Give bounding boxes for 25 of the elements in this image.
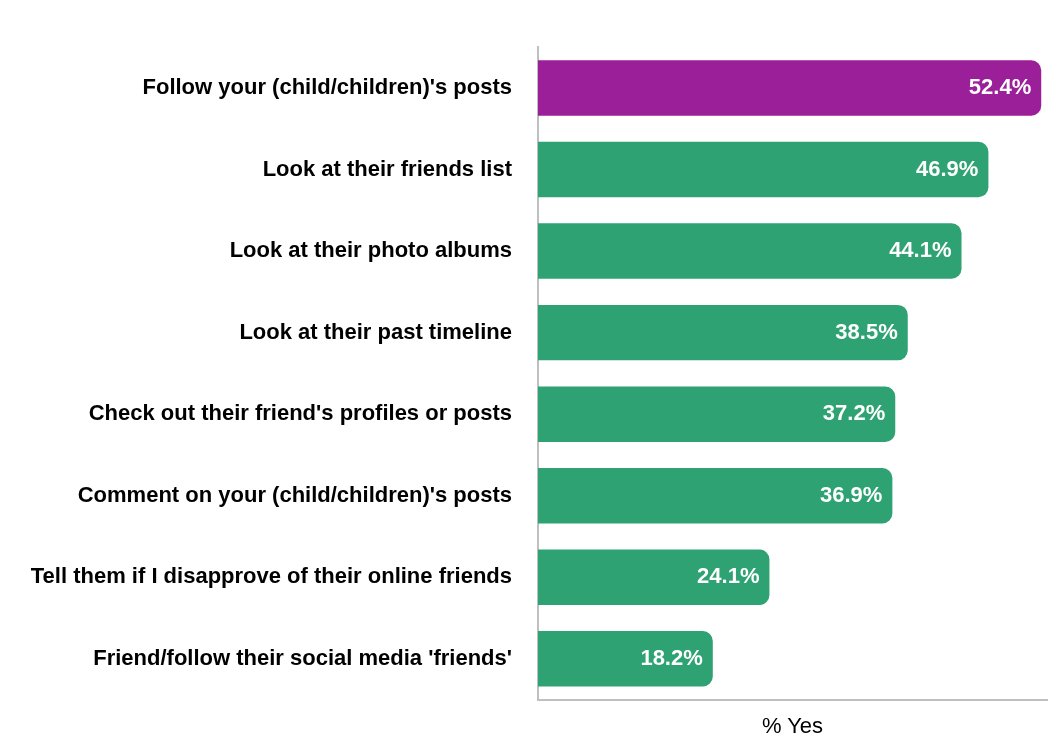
y-tick-label: Tell them if I disapprove of their online friends: [30, 563, 512, 589]
y-tick-label: Look at their photo albums: [229, 237, 512, 263]
bar: [538, 386, 896, 442]
data-label: 36.9%: [819, 481, 883, 507]
data-label: 52.4%: [968, 74, 1032, 100]
y-tick-label: Friend/follow their social media 'friends': [93, 644, 512, 670]
bar: [538, 631, 713, 687]
bar: [538, 468, 893, 524]
y-tick-label: Look at their friends list: [262, 155, 513, 181]
data-label: 38.5%: [835, 318, 898, 344]
bar: [538, 549, 770, 605]
data-label: 18.2%: [640, 644, 703, 670]
x-axis-title: % Yes: [761, 712, 824, 738]
data-label: 46.9%: [916, 155, 979, 181]
bar: [538, 60, 1042, 116]
data-label: 44.1%: [889, 237, 952, 263]
data-label: 24.1%: [697, 563, 760, 589]
y-tick-label: Comment on your (child/children)'s posts: [77, 481, 512, 507]
y-tick-label: Check out their friend's profiles or posts: [88, 400, 512, 426]
y-tick-label: Follow your (child/children)'s posts: [142, 74, 512, 100]
bar: [538, 223, 962, 279]
bar: [538, 141, 989, 198]
y-tick-label: Look at their past timeline: [239, 318, 512, 344]
data-label: 37.2%: [822, 400, 886, 426]
bar: [538, 304, 908, 361]
